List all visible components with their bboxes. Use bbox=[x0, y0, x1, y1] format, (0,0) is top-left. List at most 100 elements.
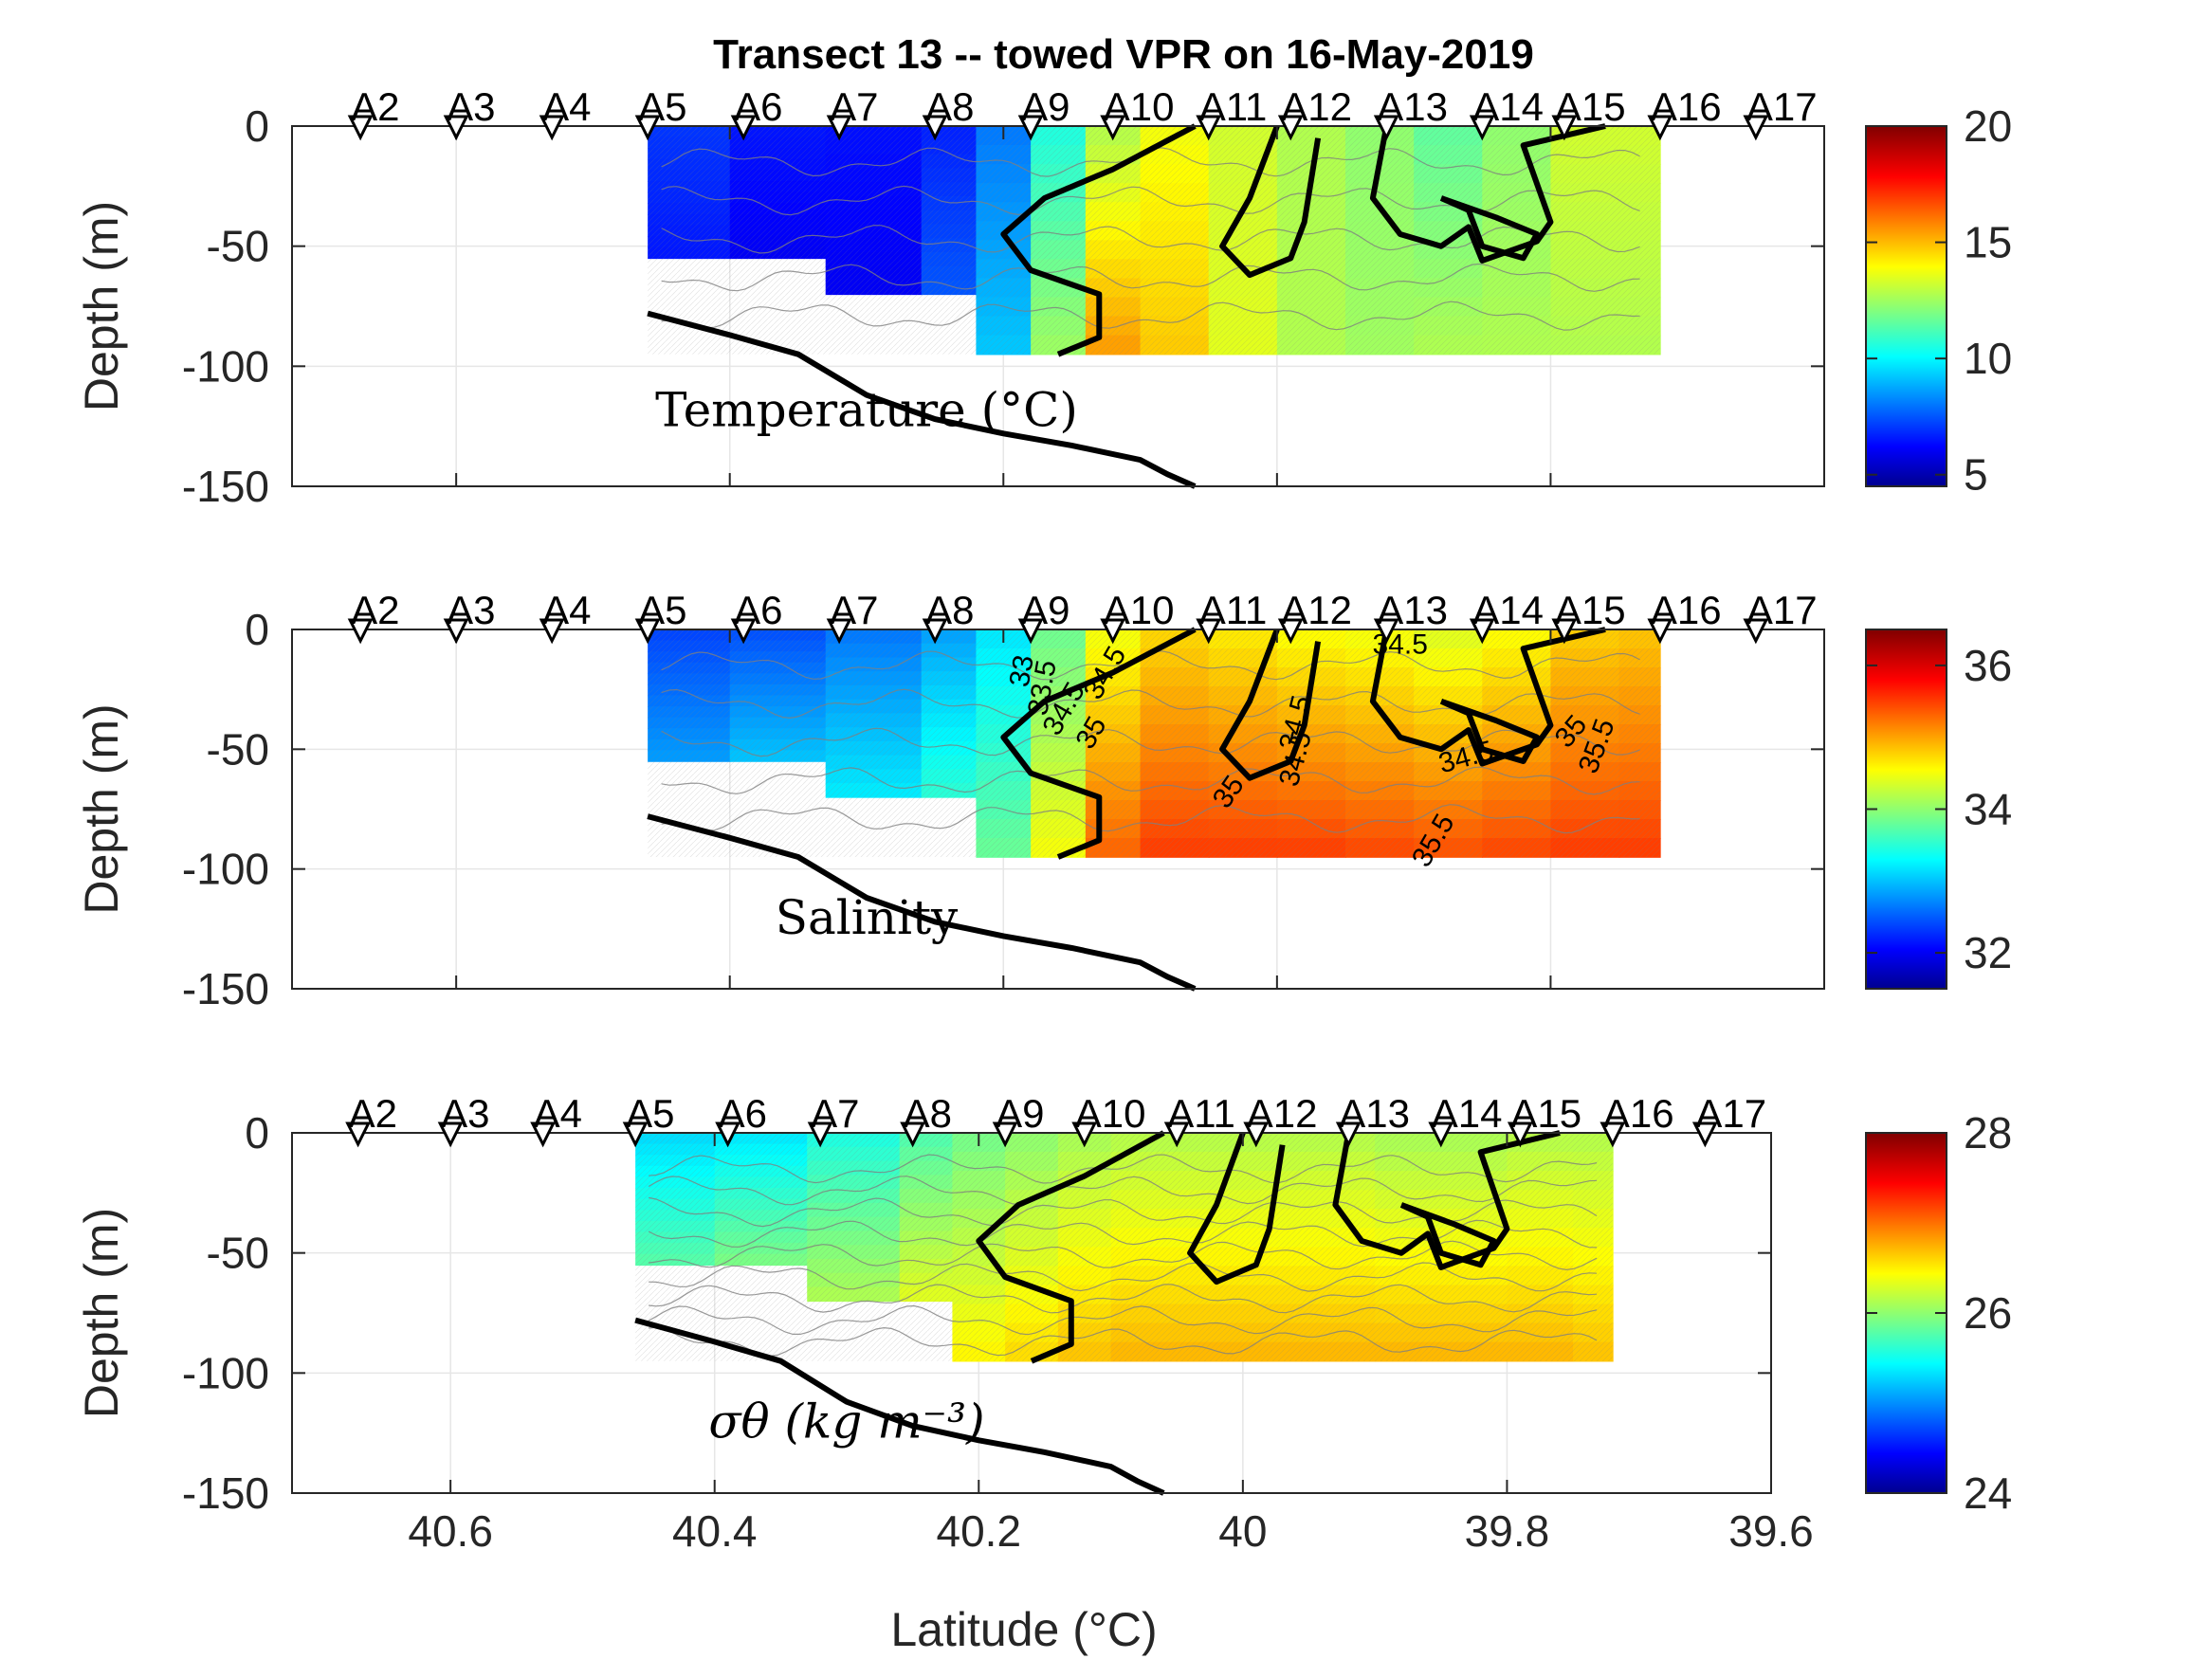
y-tick-label: -100 bbox=[182, 845, 269, 894]
station-triangle bbox=[922, 115, 948, 141]
y-tick-label: 0 bbox=[245, 1108, 269, 1158]
front-contour-line bbox=[1000, 627, 1197, 860]
station-label: A3 bbox=[447, 84, 495, 129]
station-triangle bbox=[922, 618, 948, 645]
station-label: A10 bbox=[1104, 84, 1175, 129]
station-label: A6 bbox=[719, 1091, 767, 1136]
y-tick-label: 0 bbox=[245, 101, 269, 151]
station-label: A10 bbox=[1075, 1091, 1146, 1136]
station-label: A3 bbox=[447, 588, 495, 632]
station-label: A17 bbox=[1695, 1091, 1766, 1136]
station-triangle bbox=[1017, 115, 1044, 141]
station-triangle bbox=[1100, 115, 1126, 141]
y-axis-label: Depth (m) bbox=[75, 201, 128, 411]
colorbar-tick-label: 28 bbox=[1964, 1108, 2012, 1158]
station-triangle bbox=[1743, 115, 1769, 141]
station-label: A4 bbox=[534, 1091, 582, 1136]
bottom-profile-line bbox=[647, 310, 1197, 489]
y-tick-label: -150 bbox=[182, 462, 269, 511]
colorbar-tick-label: 10 bbox=[1964, 334, 2012, 383]
station-label: A5 bbox=[626, 1091, 674, 1136]
panel-label: Temperature (°C) bbox=[655, 383, 1078, 438]
station-triangle bbox=[1071, 1121, 1098, 1148]
panel-label: Salinity bbox=[776, 890, 959, 945]
colorbar-tick-label: 26 bbox=[1964, 1288, 2012, 1338]
station-triangle bbox=[634, 618, 661, 645]
axes-frame bbox=[291, 629, 1825, 990]
station-triangle bbox=[1373, 618, 1399, 645]
contour-texture bbox=[648, 126, 1660, 355]
front-contour-line bbox=[1000, 123, 1197, 357]
x-tick-label: 40 bbox=[1218, 1506, 1267, 1556]
contour-label: 34.5 bbox=[1373, 629, 1428, 660]
station-label: A5 bbox=[638, 84, 686, 129]
y-axis-label: Depth (m) bbox=[75, 1208, 128, 1418]
station-label: A15 bbox=[1555, 588, 1626, 632]
station-label: A13 bbox=[1339, 1091, 1410, 1136]
contour-texture bbox=[648, 629, 1660, 858]
front-contour-line bbox=[1187, 1131, 1286, 1285]
front-contour-line bbox=[1399, 1202, 1497, 1268]
axes-frame bbox=[291, 1132, 1772, 1494]
station-triangle bbox=[1100, 618, 1126, 645]
station-label: A6 bbox=[734, 588, 782, 632]
station-label: A16 bbox=[1651, 588, 1722, 632]
y-tick-label: -150 bbox=[182, 1468, 269, 1518]
station-triangle bbox=[1017, 618, 1044, 645]
colorbar-gradient bbox=[1865, 1132, 1947, 1494]
station-triangle bbox=[530, 1121, 557, 1148]
gray-contour-line bbox=[661, 301, 1640, 331]
x-tick-label: 39.6 bbox=[1728, 1506, 1814, 1556]
station-label: A16 bbox=[1651, 84, 1722, 129]
station-label: A10 bbox=[1104, 588, 1175, 632]
station-label: A12 bbox=[1281, 588, 1352, 632]
front-contour-line bbox=[1219, 124, 1322, 279]
station-triangle bbox=[539, 115, 565, 141]
station-label: A5 bbox=[638, 588, 686, 632]
gray-contour-line bbox=[661, 263, 1640, 292]
station-triangle bbox=[1647, 115, 1673, 141]
y-tick-label: -100 bbox=[182, 1348, 269, 1397]
station-triangle bbox=[443, 618, 469, 645]
station-markers: A2 A3 A4 A5 A6 A7 A8 A9 A10 A11 A12 A13 A14 A15 A16 A17 bbox=[345, 1091, 1766, 1148]
front-contour bbox=[976, 1130, 1561, 1364]
station-label: A8 bbox=[925, 84, 974, 129]
station-label: A17 bbox=[1746, 84, 1818, 129]
station-markers: A2 A3 A4 A5 A6 A7 A8 A9 A10 A11 A12 A13 A14 A15 A16 A17 bbox=[347, 84, 1818, 141]
gray-contour-line bbox=[648, 1304, 1598, 1336]
station-triangle bbox=[437, 1121, 464, 1148]
station-triangle bbox=[826, 115, 852, 141]
station-triangle bbox=[1469, 115, 1495, 141]
x-tick-label: 40.2 bbox=[937, 1506, 1022, 1556]
gray-contour-line bbox=[649, 1326, 1598, 1358]
colorbar: 5 10 15 20 bbox=[1865, 101, 2012, 500]
front-contour bbox=[1000, 627, 1606, 860]
station-label: A9 bbox=[1021, 588, 1069, 632]
station-triangle bbox=[1469, 618, 1495, 645]
panel-2: 3333.534.534.53534.534.534.53534.53535.5… bbox=[75, 588, 2012, 1013]
station-triangle bbox=[539, 618, 565, 645]
x-tick-label: 39.8 bbox=[1465, 1506, 1550, 1556]
colorbar-tick-label: 24 bbox=[1964, 1468, 2012, 1518]
station-label: A14 bbox=[1472, 588, 1544, 632]
station-label: A2 bbox=[351, 84, 399, 129]
front-contour-line bbox=[1369, 627, 1606, 767]
station-triangle bbox=[1428, 1121, 1454, 1148]
station-triangle bbox=[1277, 115, 1304, 141]
station-label: A4 bbox=[542, 84, 591, 129]
contour-texture bbox=[635, 1133, 1613, 1361]
gray-contour-line bbox=[649, 1284, 1598, 1314]
panel-label: σθ (kg m⁻³) bbox=[708, 1395, 984, 1449]
station-label: A11 bbox=[1199, 84, 1268, 129]
front-contour-line bbox=[1219, 628, 1322, 781]
gray-contour-line bbox=[661, 766, 1640, 795]
gray-contour-line bbox=[648, 1176, 1598, 1206]
y-axis-label: Depth (m) bbox=[75, 703, 128, 914]
station-triangle bbox=[634, 115, 661, 141]
station-triangle bbox=[1277, 618, 1304, 645]
station-triangle bbox=[826, 618, 852, 645]
station-label: A14 bbox=[1432, 1091, 1503, 1136]
station-triangle bbox=[622, 1121, 649, 1148]
colorbar-tick-label: 32 bbox=[1964, 928, 2012, 977]
